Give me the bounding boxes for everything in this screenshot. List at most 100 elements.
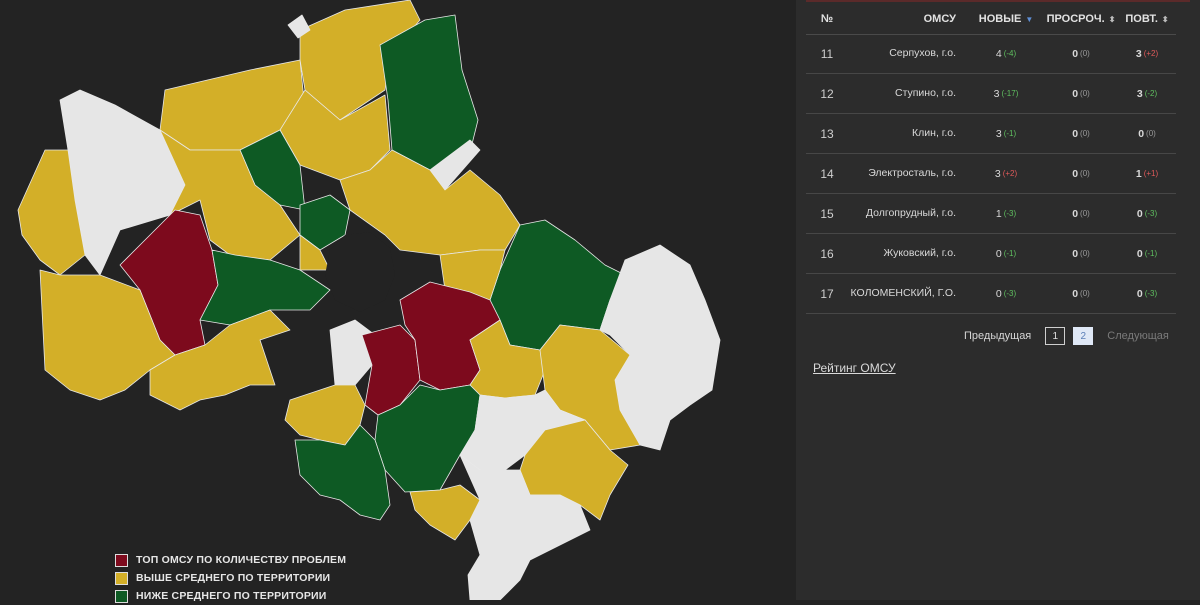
table-row[interactable]: 15 Долгопрудный, г.о. 1 (-3) 0 (0) 0 (-3) [806,194,1176,234]
overdue-count: 0 [1072,47,1079,60]
map-region[interactable] [199,249,331,326]
table-row[interactable]: 17 КОЛОМЕНСКИЙ, Г.О. 0 (-3) 0 (0) 0 (-3) [806,274,1176,314]
overdue-count: 0 [1072,87,1079,100]
next-page-button[interactable]: Следующая [1107,330,1169,342]
new-count: 3 [993,87,1000,100]
row-new-cell: 4 (-4) [968,48,1044,60]
page-1-button[interactable]: 1 [1045,327,1066,345]
new-count: 3 [995,127,1002,140]
row-num: 13 [820,126,834,141]
new-count: 4 [995,47,1002,60]
row-omsu-name: Электросталь, г.о. [868,167,956,179]
repeat-delta: (0) [1146,129,1156,138]
table-row[interactable]: 12 Ступино, г.о. 3 (-17) 0 (0) 3 (-2) [806,74,1176,114]
repeat-delta: (+1) [1143,169,1159,178]
map-region[interactable] [379,14,479,171]
pagination: Предыдущая 1 2 Следующая [964,327,1169,345]
new-delta: (+2) [1002,169,1018,178]
map-region[interactable] [149,309,291,411]
sort-repeat-button[interactable]: ПОВТ. ⬍ [1118,13,1176,25]
new-delta: (-17) [1001,89,1019,98]
repeat-count: 0 [1136,287,1143,300]
new-delta: (-1) [1003,249,1017,258]
row-overdue-cell: 0 (0) [1044,208,1118,220]
row-repeat-cell: 0 (-3) [1118,288,1176,300]
row-overdue-cell: 0 (0) [1044,288,1118,300]
sort-new-button[interactable]: НОВЫЕ ▼ [968,13,1044,25]
table-body: 11 Серпухов, г.о. 4 (-4) 0 (0) 3 (+2) 12 Ступино,… [806,34,1176,314]
overdue-count: 0 [1072,167,1079,180]
sort-both-icon: ⬍ [1161,14,1169,24]
row-new-cell: 3 (+2) [968,168,1044,180]
row-omsu-name: Долгопрудный, г.о. [865,207,956,219]
new-count: 1 [995,207,1002,220]
map-region[interactable] [294,424,391,521]
map-region[interactable] [459,454,591,600]
row-omsu-name: КОЛОМЕНСКИЙ, Г.О. [850,287,956,299]
overdue-count: 0 [1072,287,1079,300]
row-omsu-name: Серпухов, г.о. [889,47,956,59]
row-overdue-cell: 0 (0) [1044,128,1118,140]
legend-swatch [115,589,128,603]
row-num: 12 [820,86,834,101]
row-overdue-cell: 0 (0) [1044,88,1118,100]
map-svg [17,0,721,600]
row-new-cell: 0 (-3) [968,288,1044,300]
row-new-cell: 3 (-17) [968,88,1044,100]
overdue-delta: (0) [1080,209,1090,218]
panel-top-border [806,0,1190,2]
row-num: 16 [820,246,834,261]
table-row[interactable]: 13 Клин, г.о. 3 (-1) 0 (0) 0 (0) [806,114,1176,154]
repeat-count: 0 [1138,127,1145,140]
page-2-button[interactable]: 2 [1073,327,1094,345]
legend-label: ВЫШЕ СРЕДНЕГО ПО ТЕРРИТОРИИ [136,572,331,584]
map-region[interactable] [287,14,311,39]
header-num: № [806,13,848,25]
row-omsu-name: Жуковский, г.о. [883,247,956,259]
table-row[interactable]: 14 Электросталь, г.о. 3 (+2) 0 (0) 1 (+1) [806,154,1176,194]
legend-swatch [115,553,128,567]
map-region[interactable] [599,244,721,451]
map-region[interactable] [409,484,481,541]
table-row[interactable]: 11 Серпухов, г.о. 4 (-4) 0 (0) 3 (+2) [806,34,1176,74]
row-repeat-cell: 3 (-2) [1118,88,1176,100]
repeat-count: 0 [1136,207,1143,220]
legend-item-top: ТОП ОМСУ ПО КОЛИЧЕСТВУ ПРОБЛЕМ [115,551,346,569]
row-repeat-cell: 3 (+2) [1118,48,1176,60]
rating-omsu-link[interactable]: Рейтинг ОМСУ [813,361,896,375]
new-delta: (-3) [1003,209,1017,218]
map-region[interactable] [17,149,86,276]
repeat-delta: (-3) [1144,289,1158,298]
repeat-count: 3 [1136,87,1143,100]
map-legend: ТОП ОМСУ ПО КОЛИЧЕСТВУ ПРОБЛЕМ ВЫШЕ СРЕД… [115,551,346,605]
repeat-count: 1 [1135,167,1142,180]
overdue-count: 0 [1072,127,1079,140]
row-overdue-cell: 0 (0) [1044,48,1118,60]
region-map: ТОП ОМСУ ПО КОЛИЧЕСТВУ ПРОБЛЕМ ВЫШЕ СРЕД… [17,0,721,603]
row-new-cell: 3 (-1) [968,128,1044,140]
repeat-delta: (-1) [1144,249,1158,258]
table-row[interactable]: 16 Жуковский, г.о. 0 (-1) 0 (0) 0 (-1) [806,234,1176,274]
repeat-delta: (-2) [1144,89,1158,98]
repeat-count: 0 [1136,247,1143,260]
row-repeat-cell: 1 (+1) [1118,168,1176,180]
repeat-delta: (-3) [1144,209,1158,218]
row-repeat-cell: 0 (-3) [1118,208,1176,220]
prev-page-button[interactable]: Предыдущая [964,330,1032,342]
new-count: 3 [994,167,1001,180]
overdue-delta: (0) [1080,129,1090,138]
row-omsu-name: Ступино, г.о. [894,87,956,99]
sort-both-icon: ⬍ [1108,14,1116,24]
overdue-delta: (0) [1080,289,1090,298]
overdue-delta: (0) [1080,49,1090,58]
header-repeat-label: ПОВТ. [1125,13,1158,25]
row-repeat-cell: 0 (-1) [1118,248,1176,260]
header-overdue-label: ПРОСРОЧ. [1046,13,1105,25]
overdue-delta: (0) [1080,169,1090,178]
header-omsu: ОМСУ [848,13,968,25]
row-repeat-cell: 0 (0) [1118,128,1176,140]
table-header: № ОМСУ НОВЫЕ ▼ ПРОСРОЧ. ⬍ ПОВТ. ⬍ [806,4,1176,35]
legend-label: НИЖЕ СРЕДНЕГО ПО ТЕРРИТОРИИ [136,590,327,602]
sort-overdue-button[interactable]: ПРОСРОЧ. ⬍ [1044,13,1118,25]
legend-item-below: НИЖЕ СРЕДНЕГО ПО ТЕРРИТОРИИ [115,587,346,605]
